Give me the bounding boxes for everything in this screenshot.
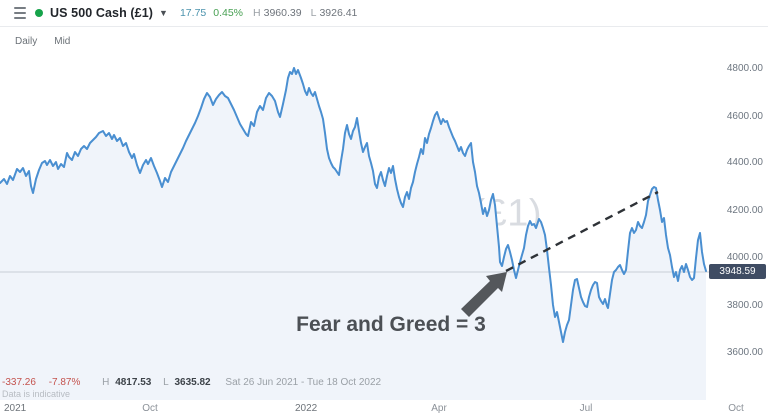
y-axis-label: 3800.00 <box>726 300 763 311</box>
range-stats: -337.26 -7.87% H 4817.53 L 3635.82 Sat 2… <box>2 377 381 388</box>
y-axis-label: 3600.00 <box>726 347 763 358</box>
x-axis-label: Apr <box>431 403 447 414</box>
range-high-value: 4817.53 <box>115 377 152 388</box>
price-line-series[interactable] <box>0 67 707 343</box>
change-percent: 0.45% <box>213 7 244 19</box>
price-type-selector[interactable]: Mid <box>54 36 71 47</box>
data-indicative-note: Data is indicative <box>2 389 71 399</box>
range-high-label: H <box>102 377 110 388</box>
x-axis-label: Jul <box>579 403 593 414</box>
y-axis-label: 4600.00 <box>726 111 763 122</box>
low-label: L <box>310 7 317 19</box>
timeframe-selector[interactable]: Daily <box>15 36 38 47</box>
x-axis-label: Oct <box>728 403 744 414</box>
y-axis-label: 4800.00 <box>726 63 763 74</box>
market-open-dot-icon <box>35 9 43 17</box>
high-label: H <box>253 7 261 19</box>
range-low-value: 3635.82 <box>174 377 211 388</box>
high-value: 3960.39 <box>263 7 302 19</box>
change-points: 17.75 <box>179 7 207 19</box>
instrument-header: US 500 Cash (£1) ▼ 17.75 0.45% H 3960.39… <box>0 0 768 27</box>
range-low-label: L <box>163 377 169 388</box>
x-axis-label: 2022 <box>295 403 318 414</box>
y-axis-label: 4000.00 <box>726 252 763 263</box>
low-value: 3926.41 <box>319 7 358 19</box>
price-area-fill <box>0 68 706 400</box>
annotation-arrow-icon <box>461 272 507 317</box>
y-axis-label: 4200.00 <box>726 205 763 216</box>
x-axis-label: Oct <box>142 403 158 414</box>
chevron-down-icon[interactable]: ▼ <box>159 8 168 18</box>
dashed-trendline[interactable] <box>505 190 659 273</box>
date-range: Sat 26 Jun 2021 - Tue 18 Oct 2022 <box>225 377 382 388</box>
range-change-points: -337.26 <box>2 377 36 388</box>
annotation-label: Fear and Greed = 3 <box>296 313 486 336</box>
x-axis-label: 2021 <box>4 403 27 414</box>
y-axis-label: 4400.00 <box>726 157 763 168</box>
range-change-percent: -7.87% <box>48 377 81 388</box>
chart-toolbar: Daily Mid <box>15 36 70 47</box>
menu-icon[interactable] <box>14 7 26 19</box>
instrument-title[interactable]: US 500 Cash (£1) <box>50 6 154 20</box>
current-price-badge: 3948.59 <box>709 264 766 279</box>
